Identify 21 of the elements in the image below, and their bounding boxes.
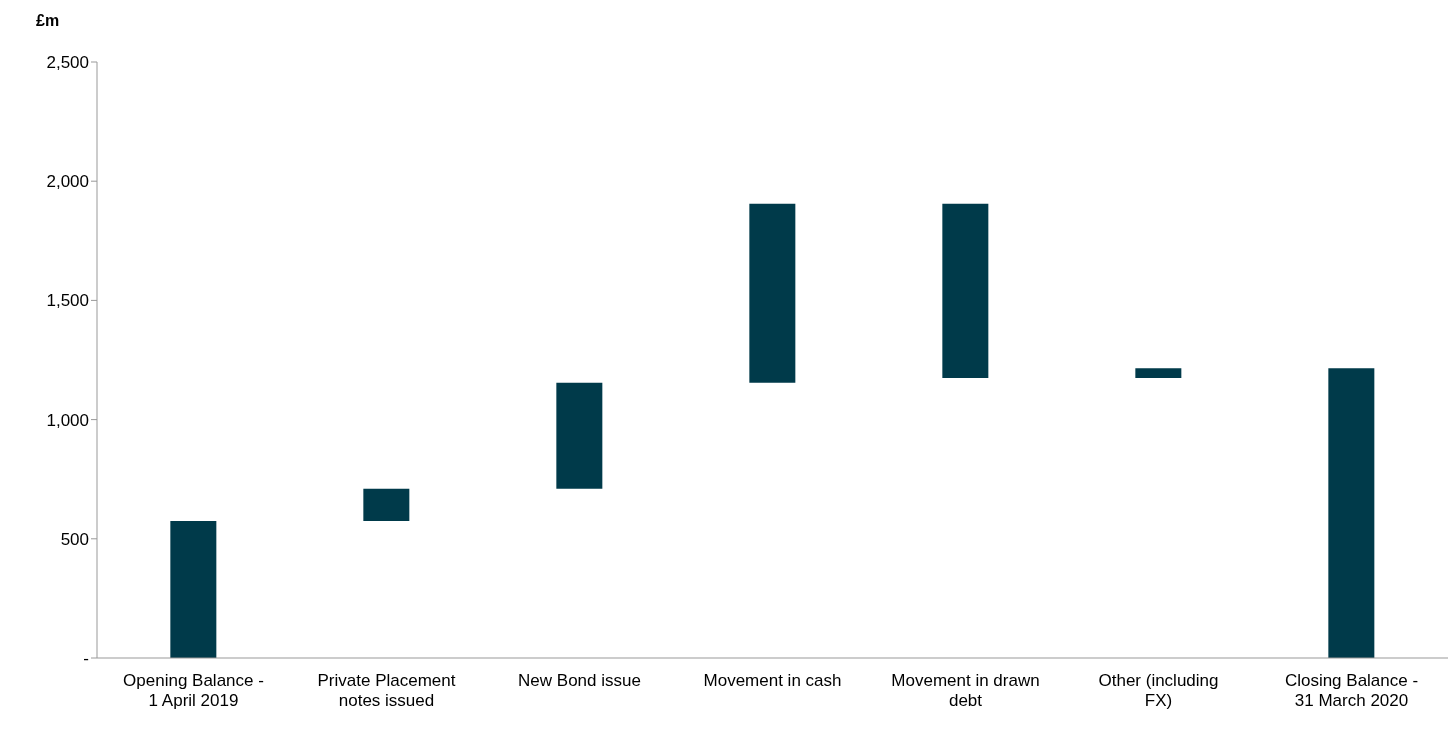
y-tick-label: - [83,649,89,669]
x-tick-label: Movement in drawn debt [891,671,1040,710]
y-tick-label: 2,000 [46,172,89,192]
bar [170,520,217,658]
x-tick-label: Movement in cash [703,671,842,690]
x-tick-label: Opening Balance - 1 April 2019 [123,671,264,710]
bar [363,488,410,521]
y-tick-label: 500 [60,529,89,549]
x-tick-label: Other (including FX) [1098,671,1219,710]
bar [1328,368,1375,658]
y-axis-title: £m [36,12,60,30]
y-tick-label: 2,500 [46,53,89,73]
bar [1135,368,1182,378]
y-tick-label: 1,500 [46,291,89,311]
bar [749,203,796,383]
x-tick-label: New Bond issue [518,671,641,690]
x-tick-label: Closing Balance - 31 March 2020 [1284,671,1419,710]
x-tick-label: Private Placement notes issued [317,671,456,710]
y-tick-label: 1,000 [46,410,89,430]
bar [556,382,603,489]
bar [942,203,989,378]
